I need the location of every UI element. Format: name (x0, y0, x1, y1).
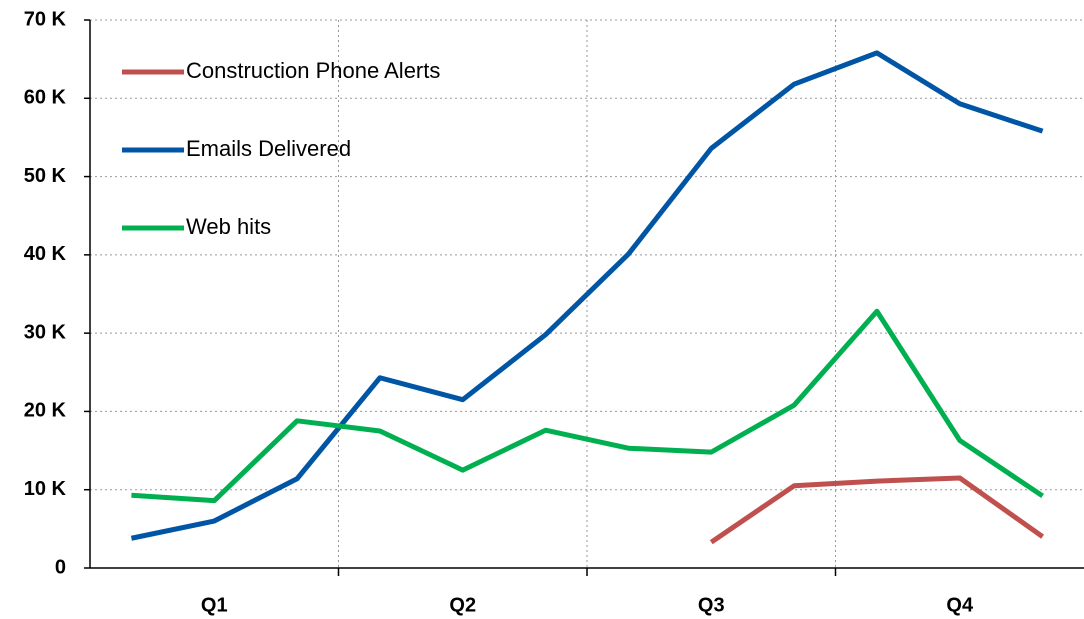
y-tick-label: 40 K (24, 243, 67, 265)
legend-label: Web hits (186, 214, 271, 239)
x-tick-label: Q4 (946, 594, 974, 616)
legend-label: Emails Delivered (186, 136, 351, 161)
y-tick-label: 20 K (24, 400, 67, 422)
y-tick-label: 50 K (24, 165, 67, 187)
series-line (709, 475, 1045, 545)
series-line (131, 308, 1044, 504)
y-tick-label: 60 K (24, 87, 67, 109)
series-line (130, 50, 1044, 541)
y-tick-label: 70 K (24, 8, 67, 30)
x-tick-label: Q2 (449, 594, 476, 616)
y-tick-label: 0 (55, 556, 66, 578)
legend-label: Construction Phone Alerts (186, 58, 440, 83)
y-tick-label: 30 K (24, 321, 67, 343)
x-tick-label: Q3 (698, 594, 725, 616)
y-tick-label: 10 K (24, 478, 67, 500)
x-tick-label: Q1 (201, 594, 228, 616)
